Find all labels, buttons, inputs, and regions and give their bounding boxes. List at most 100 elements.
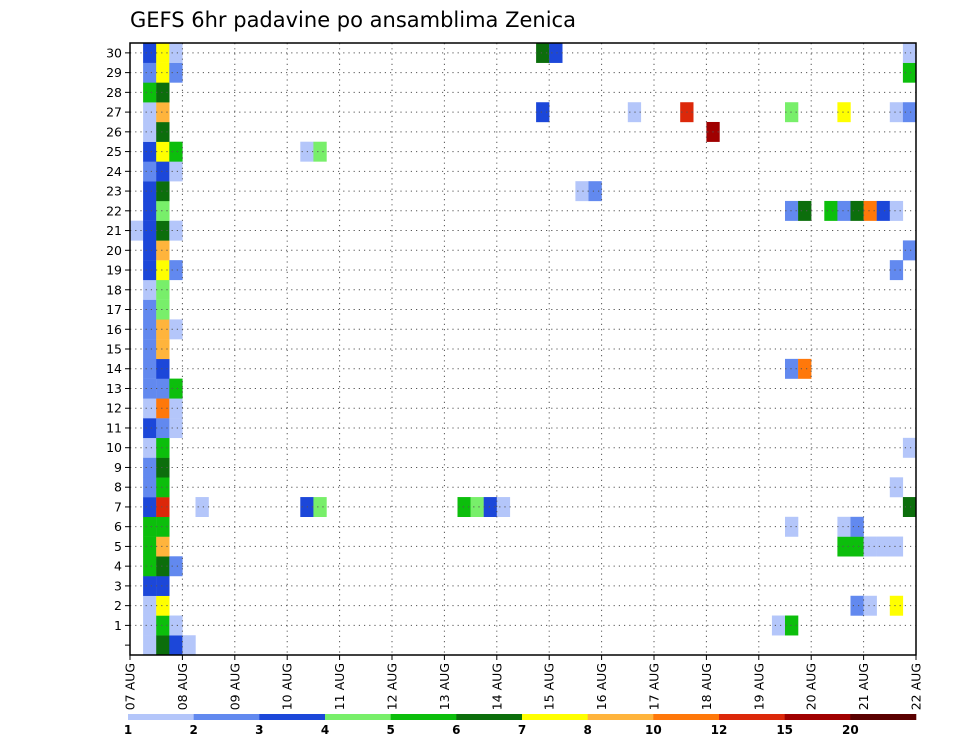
heatmap-cell [863,536,877,557]
y-tick-label: 13 [106,381,122,396]
heatmap-cell [496,497,511,517]
heatmap-cell [837,200,851,221]
x-tick-label: 13 AUG [437,663,452,710]
y-tick-label: 19 [106,263,122,278]
y-tick-label: 4 [114,559,122,574]
heatmap-cell [143,43,157,63]
heatmap-cell [143,62,157,83]
heatmap-cell [143,398,157,419]
heatmap-cell [143,220,157,241]
y-tick-label: 6 [114,519,122,534]
legend-swatch [325,714,391,720]
legend-swatch [784,714,851,720]
y-tick-label: 25 [106,144,122,159]
y-tick-label: 11 [106,420,122,435]
heatmap-cell [195,497,209,517]
heatmap-cell [156,477,170,498]
heatmap-cell [143,477,157,498]
heatmap-cell [457,497,471,517]
heatmap-cell [863,595,877,616]
heatmap-cell [785,358,799,379]
heatmap-cell [156,319,170,340]
heatmap-cell [798,358,812,379]
legend-swatch [390,714,457,720]
legend-swatch [587,714,654,720]
x-tick-label: 21 AUG [856,663,871,710]
heatmap-cell [850,595,864,616]
heatmap-cell [143,516,157,537]
legend-label: 5 [386,723,394,737]
legend-swatch [128,714,194,720]
heatmap-cell [156,220,170,241]
heatmap-cell [143,457,157,478]
heatmap-cell [889,536,904,557]
heatmap-cell [156,635,170,656]
y-tick-label: 18 [106,282,122,297]
heatmap-cell [889,477,904,498]
heatmap-cell [470,497,484,517]
y-tick-label: 14 [106,361,122,376]
legend-label: 2 [189,723,197,737]
heatmap-cell [143,141,157,162]
heatmap-cell [156,358,170,379]
y-tick-label: 22 [106,203,122,218]
heatmap-cell [156,161,170,182]
x-tick-label: 11 AUG [332,663,347,710]
heatmap-cell [156,398,170,419]
heatmap-cell [536,43,550,63]
heatmap-cell [143,635,157,656]
heatmap-cell [143,378,157,399]
heatmap-cell [824,200,838,221]
heatmap-cell [575,181,589,202]
heatmap-cell [143,595,157,616]
heatmap-cell [156,576,170,596]
heatmap-cell [156,595,170,616]
heatmap-cell [837,536,851,557]
x-tick-label: 19 AUG [751,663,766,710]
heatmap-cell [902,43,917,63]
heatmap-cell [771,615,786,636]
heatmap-cell [889,102,904,123]
heatmap-cell [169,43,183,63]
legend-label: 15 [776,723,793,737]
legend-label: 1 [124,723,132,737]
heatmap-cell [156,299,170,320]
y-tick-label: 24 [106,164,122,179]
x-tick-label: 07 AUG [123,663,138,710]
heatmap-cell [143,437,157,458]
heatmap-cell [156,378,170,399]
y-tick-label: 8 [114,480,122,495]
legend-swatch [456,714,523,720]
heatmap-cell [143,319,157,340]
y-tick-label: 10 [106,440,122,455]
heatmap-cell [850,536,864,557]
legend-label: 3 [255,723,263,737]
heatmap-cell [156,121,170,142]
heatmap-cell [156,200,170,221]
heatmap-cell [785,102,799,123]
legend-label: 4 [321,723,329,737]
y-tick-label: 26 [106,124,122,139]
x-tick-label: 09 AUG [227,663,242,710]
heatmap-cell [863,200,877,221]
heatmap-cell [156,418,170,439]
heatmap-cell [143,615,157,636]
heatmap-cell [143,358,157,379]
y-tick-label: 29 [106,65,122,80]
y-axis: 1234567891011121314151617181920212223242… [106,45,130,646]
heatmap-cell [143,279,157,300]
heatmap-cell [798,200,812,221]
heatmap-cell [156,536,170,557]
heatmap-cell [156,497,170,517]
x-tick-label: 22 AUG [909,663,924,710]
heatmap-cell [143,576,157,596]
y-tick-label: 28 [106,85,122,100]
y-tick-label: 27 [106,105,122,120]
heatmap-cell [169,319,183,340]
heatmap-cell [889,595,904,616]
heatmap-cell [156,437,170,458]
heatmap-cell [169,378,183,399]
y-tick-label: 9 [114,460,122,475]
y-tick-label: 23 [106,184,122,199]
